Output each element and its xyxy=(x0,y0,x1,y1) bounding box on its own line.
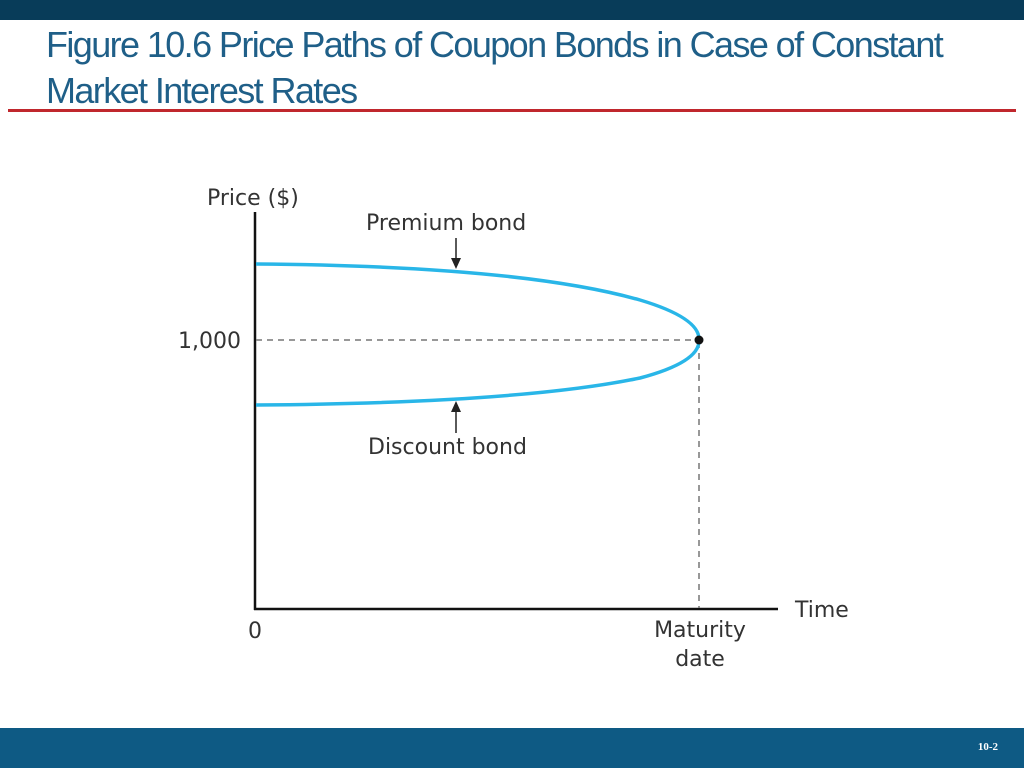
page-number: 10-2 xyxy=(977,741,998,753)
x-tick-label-origin: 0 xyxy=(248,619,262,644)
slide-title: Figure 10.6 Price Paths of Coupon Bonds … xyxy=(46,24,944,111)
bottom-bar: 10-2 xyxy=(0,728,1024,768)
discount-bond-curve xyxy=(255,339,701,407)
premium-bond-curve xyxy=(255,262,701,341)
title-rule xyxy=(8,109,1016,112)
premium-bond-label: Premium bond xyxy=(366,211,526,236)
y-tick-label: 1,000 xyxy=(178,329,241,354)
discount-bond-arrowhead xyxy=(451,401,461,412)
discount-bond-label: Discount bond xyxy=(368,435,527,460)
x-tick-label-maturity-line: date xyxy=(675,647,725,672)
x-axis-label: Time xyxy=(794,598,849,623)
x-tick-label-maturity: Maturity date xyxy=(654,618,746,672)
x-tick-label-maturity-line: Maturity xyxy=(654,618,746,643)
top-bar xyxy=(0,0,1024,20)
premium-bond-arrowhead xyxy=(451,258,461,269)
maturity-point xyxy=(694,335,704,345)
y-axis-label: Price ($) xyxy=(207,186,299,211)
